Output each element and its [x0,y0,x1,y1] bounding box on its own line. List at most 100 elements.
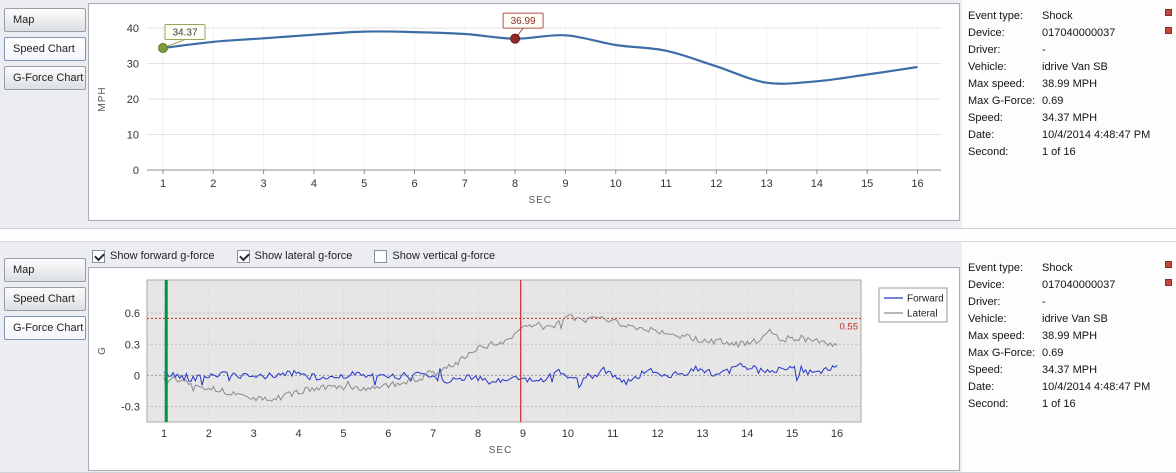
x-tick-label: 7 [430,428,436,440]
y-tick-label: 40 [127,23,139,35]
info-value: idrive Van SB [1042,313,1108,325]
info-row-second: Second: 1 of 16 [968,144,1150,161]
checkbox-show-vertical-g-force[interactable]: Show vertical g-force [374,249,496,263]
info-label: Event type: [968,10,1024,22]
tab-g-force-chart[interactable]: G-Force Chart [4,66,86,90]
edge-marker [1165,27,1172,34]
speed-line [162,30,918,85]
annotation-label: 34.37 [172,27,197,38]
info-value: 017040000037 [1042,27,1116,39]
info-label: Vehicle: [968,61,1007,73]
x-tick-label: 8 [512,178,518,190]
info-row-date: Date: 10/4/2014 4:48:47 PM [968,127,1150,144]
y-axis-title: G [97,347,108,355]
annotation-dot[interactable] [510,33,521,44]
info-label: Speed: [968,364,1003,376]
y-tick-label: 10 [127,130,139,142]
x-axis-title: SEC [528,195,552,206]
event-info-top: Event type: Shock Device: 017040000037 Drive… [968,8,1150,161]
x-tick-label: 1 [160,178,166,190]
info-label: Vehicle: [968,313,1007,325]
info-label: Max speed: [968,78,1025,90]
x-tick-label: 9 [520,428,526,440]
info-value: 34.37 MPH [1042,112,1098,124]
x-tick-label: 3 [251,428,257,440]
legend-box [878,287,948,323]
tab-map[interactable]: Map [4,258,86,282]
tab-speed-chart[interactable]: Speed Chart [4,287,86,311]
x-tick-label: 7 [462,178,468,190]
info-label: Driver: [968,296,1001,308]
checkbox-label: Show lateral g-force [254,250,353,262]
info-value: 10/4/2014 4:48:47 PM [1042,129,1151,141]
edge-markers-top [1165,9,1172,45]
x-tick-label: 6 [411,178,417,190]
checkbox-label: Show vertical g-force [392,250,496,262]
info-value: idrive Van SB [1042,61,1108,73]
tab-map[interactable]: Map [4,8,86,32]
edge-marker [1165,261,1172,268]
x-tick-label: 9 [562,178,568,190]
speed-chart-box: 0 10 20 30 40 1 2 3 4 5 6 7 8 9 10 11 12 13 14 15 16 SEC MPH 34… [88,3,960,221]
edge-markers-bottom [1165,261,1172,297]
info-value: 34.37 MPH [1042,364,1098,376]
annotation-dot[interactable] [158,42,168,53]
x-tick-label: 13 [696,428,708,440]
info-row-max-speed: Max speed: 38.99 MPH [968,76,1150,93]
checkbox-show-forward-g-force[interactable]: Show forward g-force [92,249,215,263]
checkbox-show-lateral-g-force[interactable]: Show lateral g-force [236,249,353,263]
y-tick-label: 0 [134,370,140,382]
tab-strip-top: Map Speed Chart G-Force Chart [4,8,86,95]
info-row-device: Device: 017040000037 [968,277,1150,294]
info-row-device: Device: 017040000037 [968,25,1150,42]
tab-speed-chart[interactable]: Speed Chart [4,37,86,61]
info-row-vehicle: Vehicle: idrive Van SB [968,59,1150,76]
x-tick-label: 14 [811,178,823,190]
info-row-speed: Speed: 34.37 MPH [968,362,1150,379]
x-tick-label: 12 [651,428,663,440]
info-row-driver: Driver: - [968,42,1150,59]
x-tick-label: 16 [911,178,923,190]
info-area-bottom [962,242,1176,472]
tab-g-force-chart[interactable]: G-Force Chart [4,316,86,340]
x-tick-label: 6 [385,428,391,440]
y-tick-label: 0.6 [125,308,140,320]
x-tick-label: 12 [710,178,722,190]
x-tick-label: 10 [610,178,622,190]
y-axis-title: MPH [97,86,108,111]
x-tick-label: 3 [261,178,267,190]
x-tick-label: 11 [660,178,671,190]
series-forward [163,362,838,389]
legend-label: Forward [907,294,944,305]
tab-strip-bottom: Map Speed Chart G-Force Chart [4,258,86,345]
gforce-chart-box: 1 2 3 4 5 6 7 8 9 10 11 12 13 14 15 16 -0.3 0 0.3 0.6 0.55 SE… [88,267,960,471]
info-row-driver: Driver: - [968,294,1150,311]
annotation-label-box [502,12,544,29]
annotation-label: 36.99 [511,16,536,27]
info-label: Second: [968,398,1009,410]
checkbox-box[interactable] [92,249,105,263]
x-tick-label: 2 [206,428,212,440]
info-value: Shock [1042,10,1073,22]
info-row-speed: Speed: 34.37 MPH [968,110,1150,127]
info-value: 10/4/2014 4:48:47 PM [1042,381,1151,393]
info-row-second: Second: 1 of 16 [968,396,1150,413]
info-row-max-speed: Max speed: 38.99 MPH [968,328,1150,345]
gforce-panel: Map Speed Chart G-Force Chart Show forward… [0,241,1176,473]
legend-label: Lateral [907,309,938,320]
x-tick-label: 5 [340,428,346,440]
checkbox-box[interactable] [374,249,388,263]
x-tick-label: 4 [296,428,302,440]
info-row-date: Date: 10/4/2014 4:48:47 PM [968,379,1150,396]
info-value: 0.69 [1042,95,1064,107]
info-label: Max G-Force: [968,95,1036,107]
info-row-event-type: Event type: Shock [968,260,1150,277]
threshold-label: 0.55 [840,321,859,332]
info-area-top [962,0,1176,228]
info-label: Device: [968,279,1005,291]
y-tick-label: 30 [127,59,139,71]
info-value: 017040000037 [1042,279,1116,291]
info-value: 38.99 MPH [1042,330,1098,342]
checkbox-box[interactable] [236,249,250,263]
info-label: Max G-Force: [968,347,1036,359]
